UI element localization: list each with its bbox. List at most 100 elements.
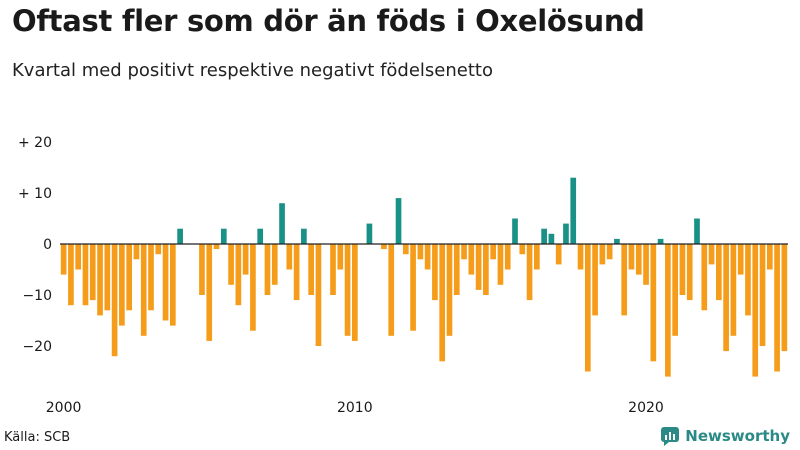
bar: [643, 244, 649, 285]
bar: [548, 233, 555, 244]
bar: [402, 244, 409, 255]
bar: [155, 244, 162, 255]
bar: [483, 244, 489, 295]
bar: [286, 244, 293, 270]
bar: [228, 244, 234, 285]
bar: [534, 244, 540, 270]
bar: [737, 244, 744, 275]
bar: [264, 244, 271, 295]
y-tick-label: −10: [22, 288, 52, 304]
bar: [133, 244, 140, 260]
bar: [271, 244, 278, 285]
bar: [679, 244, 686, 295]
bar: [432, 244, 438, 301]
bar: [665, 244, 671, 377]
bar: [395, 198, 402, 244]
bar: [490, 244, 496, 260]
bar: [439, 244, 446, 362]
bar: [250, 244, 256, 331]
bar: [344, 244, 351, 336]
bar: [82, 244, 89, 306]
bar: [475, 244, 482, 290]
bar: [570, 177, 577, 244]
bar: [563, 223, 569, 244]
bar: [60, 244, 67, 275]
y-tick-label: + 20: [18, 135, 52, 151]
bar: [308, 244, 314, 295]
bar: [111, 244, 118, 357]
bar: [97, 244, 103, 316]
y-tick-label: + 10: [18, 186, 52, 202]
bar: [381, 244, 387, 250]
bar: [446, 244, 453, 336]
bar: [410, 244, 416, 331]
bar: [512, 218, 518, 244]
bar: [162, 244, 169, 321]
bar: [635, 244, 642, 275]
bar: [541, 228, 547, 244]
bar: [417, 244, 424, 260]
bar: [606, 244, 613, 260]
bar: [89, 244, 96, 301]
bar: [504, 244, 511, 270]
bar: [75, 244, 82, 270]
bar: [148, 244, 154, 311]
bar: [461, 244, 467, 260]
bar: [68, 244, 74, 306]
newsworthy-logo: Newsworthy: [660, 426, 790, 446]
bar: [424, 244, 431, 270]
bar: [723, 244, 729, 352]
bar: [686, 244, 693, 301]
bar: [140, 244, 147, 336]
x-tick-label: 2020: [628, 400, 664, 416]
bar: [177, 228, 183, 244]
bar: [337, 244, 344, 270]
bar: [657, 238, 664, 244]
bar: [752, 244, 759, 377]
bar: [614, 238, 620, 244]
chart-subtitle: Kvartal med positivt respektive negativt…: [12, 60, 493, 81]
bar: [257, 228, 264, 244]
bar: [235, 244, 242, 306]
bar: [293, 244, 300, 301]
bar: [279, 203, 285, 244]
bar: [519, 244, 526, 255]
bar: [766, 244, 773, 270]
source-note: Källa: SCB: [4, 430, 71, 445]
bar: [199, 244, 205, 295]
bar: [781, 244, 788, 352]
bar: [206, 244, 213, 341]
bar: [352, 244, 358, 341]
bar: [672, 244, 678, 336]
bar: [650, 244, 657, 362]
bar: [526, 244, 533, 301]
chart-title: Oftast fler som dör än föds i Oxelösund: [12, 4, 645, 38]
bar: [577, 244, 584, 270]
bar: [242, 244, 249, 275]
bar: [126, 244, 132, 311]
bar: [330, 244, 336, 295]
bar: [220, 228, 227, 244]
x-tick-label: 2000: [46, 400, 82, 416]
brand-name: Newsworthy: [685, 427, 790, 445]
x-tick-label: 2010: [337, 400, 373, 416]
bar: [388, 244, 395, 336]
bar: [366, 223, 373, 244]
y-tick-label: −20: [22, 339, 52, 355]
bar: [759, 244, 766, 346]
bar: [584, 244, 591, 372]
bar: [497, 244, 504, 285]
bar: [774, 244, 780, 372]
bar: [170, 244, 176, 326]
bar: [592, 244, 598, 316]
bar: [701, 244, 708, 311]
bar: [213, 244, 220, 250]
bar: [119, 244, 125, 326]
bar: [468, 244, 475, 275]
newsworthy-logo-icon: [661, 427, 680, 446]
bar: [104, 244, 111, 311]
bar: [730, 244, 737, 336]
bar: [621, 244, 628, 316]
bar-chart: + 20 + 10 0 −10 −20 2000 2010 2020: [18, 135, 788, 416]
bar: [315, 244, 322, 346]
